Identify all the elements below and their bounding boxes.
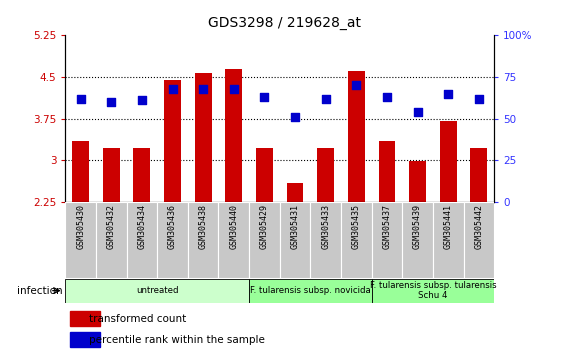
- Point: [352, 82, 361, 88]
- Text: GSM305438: GSM305438: [199, 204, 208, 249]
- Point: [229, 86, 239, 91]
- Point: [168, 86, 177, 91]
- Point: [413, 109, 422, 115]
- Bar: [402, 202, 433, 278]
- Text: infection: infection: [17, 286, 62, 296]
- Text: percentile rank within the sample: percentile rank within the sample: [89, 335, 265, 345]
- Text: F. tularensis subsp. novicida: F. tularensis subsp. novicida: [250, 286, 371, 295]
- Point: [382, 94, 391, 100]
- Bar: [440, 121, 457, 202]
- Bar: [249, 202, 280, 278]
- Point: [76, 96, 85, 102]
- Bar: [127, 202, 157, 278]
- Text: GSM305436: GSM305436: [168, 204, 177, 249]
- Text: GSM305433: GSM305433: [321, 204, 330, 249]
- Bar: [371, 279, 494, 303]
- Point: [444, 91, 453, 96]
- Bar: [133, 148, 151, 202]
- Bar: [72, 141, 89, 202]
- Bar: [280, 202, 310, 278]
- Text: GSM305441: GSM305441: [444, 204, 453, 249]
- Text: GSM305429: GSM305429: [260, 204, 269, 249]
- Point: [474, 96, 483, 102]
- Bar: [463, 202, 494, 278]
- Text: untreated: untreated: [136, 286, 178, 295]
- Text: GSM305435: GSM305435: [352, 204, 361, 249]
- Bar: [157, 202, 188, 278]
- Bar: [249, 279, 371, 303]
- Bar: [318, 148, 334, 202]
- Bar: [70, 332, 100, 347]
- Bar: [188, 202, 219, 278]
- Bar: [341, 202, 371, 278]
- Text: GSM305432: GSM305432: [107, 204, 116, 249]
- Text: GSM305430: GSM305430: [76, 204, 85, 249]
- Text: F. tularensis subsp. tularensis
Schu 4: F. tularensis subsp. tularensis Schu 4: [370, 281, 496, 300]
- Point: [290, 114, 299, 120]
- Bar: [65, 279, 249, 303]
- Point: [321, 96, 330, 102]
- Bar: [164, 80, 181, 202]
- Text: GSM305439: GSM305439: [413, 204, 422, 249]
- Text: GSM305434: GSM305434: [137, 204, 147, 249]
- Text: GDS3298 / 219628_at: GDS3298 / 219628_at: [207, 16, 361, 30]
- Point: [137, 97, 147, 103]
- Bar: [371, 202, 402, 278]
- Bar: [409, 161, 426, 202]
- Text: transformed count: transformed count: [89, 314, 186, 324]
- Bar: [103, 148, 120, 202]
- Point: [260, 94, 269, 100]
- Text: GSM305431: GSM305431: [291, 204, 299, 249]
- Point: [199, 86, 208, 91]
- Text: GSM305437: GSM305437: [382, 204, 391, 249]
- Text: GSM305442: GSM305442: [474, 204, 483, 249]
- Bar: [225, 69, 242, 202]
- Bar: [65, 202, 96, 278]
- Point: [107, 99, 116, 105]
- Text: GSM305440: GSM305440: [229, 204, 239, 249]
- Bar: [287, 183, 303, 202]
- Bar: [195, 73, 212, 202]
- Bar: [70, 311, 100, 326]
- Bar: [378, 141, 395, 202]
- Bar: [310, 202, 341, 278]
- Bar: [96, 202, 127, 278]
- Bar: [219, 202, 249, 278]
- Bar: [470, 148, 487, 202]
- Bar: [433, 202, 463, 278]
- Bar: [256, 148, 273, 202]
- Bar: [348, 72, 365, 202]
